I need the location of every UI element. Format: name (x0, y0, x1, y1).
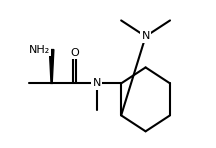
Text: NH₂: NH₂ (29, 45, 50, 55)
Polygon shape (49, 50, 54, 83)
Text: N: N (141, 31, 150, 41)
Text: N: N (92, 78, 101, 88)
Text: O: O (71, 48, 79, 58)
